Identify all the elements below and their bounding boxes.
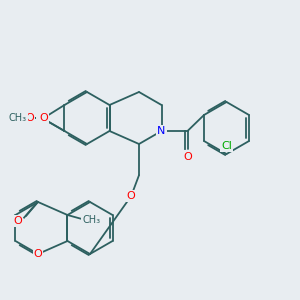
Text: O: O bbox=[38, 113, 46, 123]
Text: CH₃: CH₃ bbox=[82, 215, 100, 225]
Text: O: O bbox=[39, 113, 48, 123]
Text: O: O bbox=[34, 249, 42, 259]
Text: N: N bbox=[157, 126, 166, 136]
Text: O: O bbox=[26, 113, 34, 123]
Text: CH₃: CH₃ bbox=[9, 113, 27, 123]
Text: O: O bbox=[14, 216, 22, 226]
Text: O: O bbox=[127, 191, 136, 201]
Text: Cl: Cl bbox=[221, 141, 232, 151]
Text: O: O bbox=[183, 152, 192, 162]
